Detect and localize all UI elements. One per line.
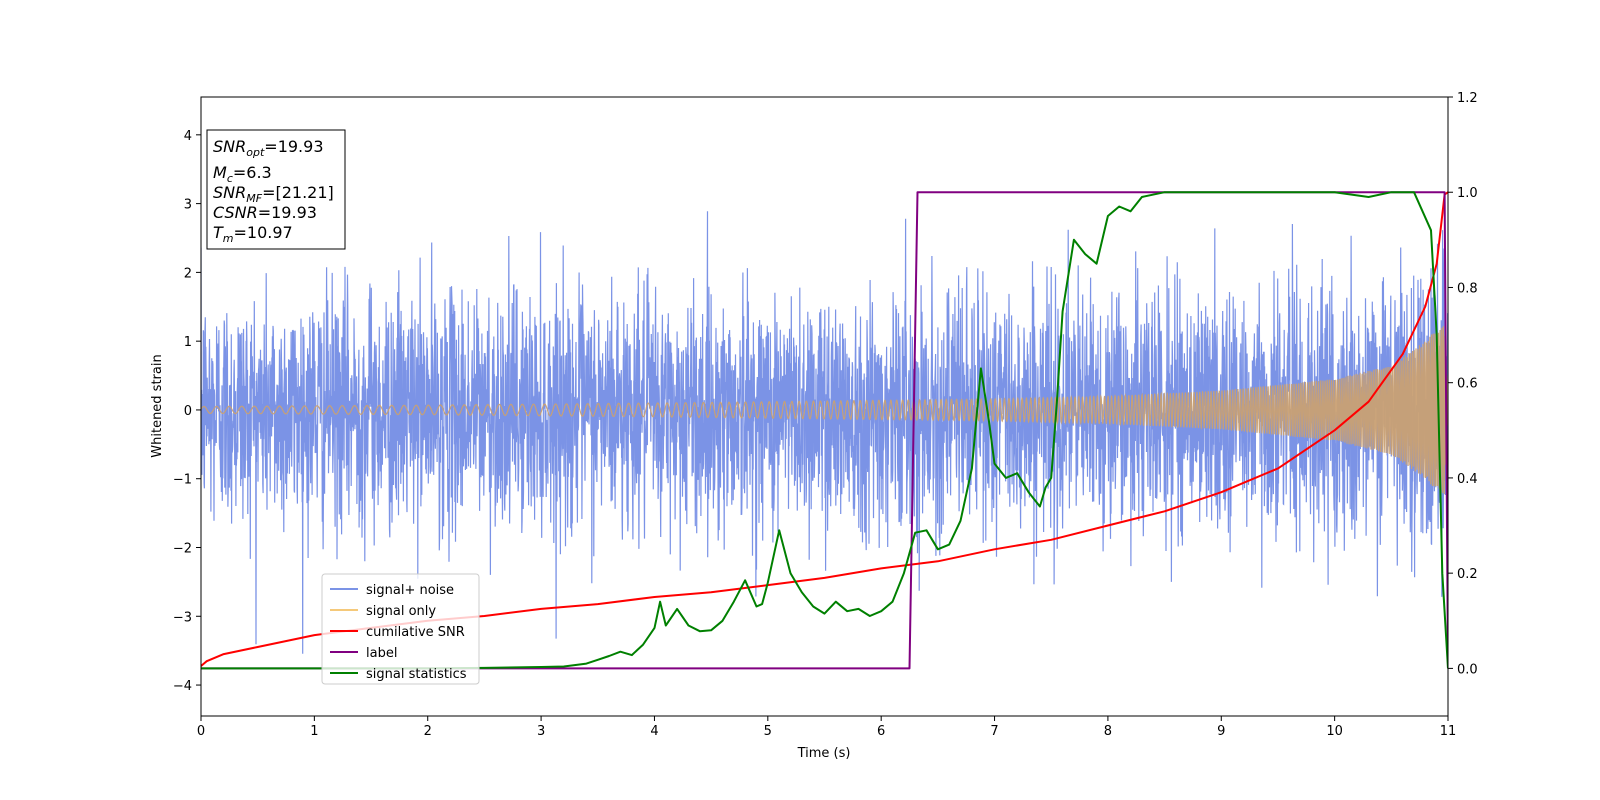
x-tick-label: 0 [197, 724, 205, 739]
y-left-tick-label: 0 [184, 404, 192, 419]
legend-label: signal statistics [366, 667, 467, 682]
x-tick-label: 5 [764, 724, 772, 739]
legend-label: cumilative SNR [366, 625, 465, 640]
annotation-line: Tm=10.97 [213, 223, 293, 245]
y-left-tick-label: −3 [173, 610, 192, 625]
y-right-tick-label: 0.0 [1457, 662, 1478, 677]
signal-statisticsline [201, 191, 1448, 670]
plot-frame [200, 96, 1449, 717]
y-left-tick-label: −2 [173, 541, 192, 556]
x-tick-label: 9 [1217, 724, 1225, 739]
y-right-tick-label: 0.4 [1457, 472, 1478, 487]
legend-label: signal+ noise [366, 583, 454, 598]
y-right-tick-label: 1.0 [1457, 186, 1478, 201]
x-tick-label: 7 [990, 724, 998, 739]
y-right-tick-label: 1.2 [1457, 91, 1478, 106]
y-axis-left: −4 −3 −2 −1 0 1 2 3 4 [173, 129, 201, 694]
x-axis: 0 1 2 3 4 5 6 7 8 9 10 11 [197, 716, 1456, 739]
legend-label: label [366, 646, 397, 661]
legend: signal+ noise signal only cumilative SNR la… [321, 573, 480, 685]
annotation-line: CSNR=19.93 [213, 203, 317, 222]
y-left-tick-label: 4 [184, 129, 192, 144]
legend-label: signal only [366, 604, 436, 619]
x-tick-label: 10 [1326, 724, 1343, 739]
annotation-line: Mc=6.3 [213, 163, 272, 185]
annotation-line: SNRopt=19.93 [213, 137, 324, 159]
x-tick-label: 6 [877, 724, 885, 739]
annotation-frame [206, 129, 346, 250]
annotation-box: SNRopt=19.93 Mc=6.3SNRMF=[21.21]CSNR=19.9… [206, 129, 346, 250]
y-right-tick-label: 0.6 [1457, 377, 1478, 392]
x-tick-label: 11 [1440, 724, 1457, 739]
legend-frame [321, 573, 480, 685]
y-right-tick-label: 0.8 [1457, 281, 1478, 296]
y-left-tick-label: 1 [184, 335, 192, 350]
x-tick-label: 8 [1104, 724, 1112, 739]
y-axis-label: Whitened strain [150, 354, 165, 457]
signal-only-series [201, 326, 1448, 495]
signal-only-line [201, 326, 1448, 495]
x-tick-label: 3 [537, 724, 545, 739]
y-left-tick-label: 2 [184, 266, 192, 281]
y-left-tick-label: −4 [173, 679, 192, 694]
y-axis-right: 0.0 0.2 0.4 0.6 0.8 1.0 1.2 [1448, 91, 1478, 677]
x-axis-label: Time (s) [797, 746, 851, 761]
y-left-tick-label: −1 [173, 473, 192, 488]
annotation-line: SNRMF=[21.21] [213, 183, 334, 205]
x-tick-label: 4 [650, 724, 658, 739]
x-tick-label: 1 [310, 724, 318, 739]
y-left-tick-label: 3 [184, 198, 192, 213]
x-tick-label: 2 [424, 724, 432, 739]
y-right-tick-label: 0.2 [1457, 567, 1478, 582]
